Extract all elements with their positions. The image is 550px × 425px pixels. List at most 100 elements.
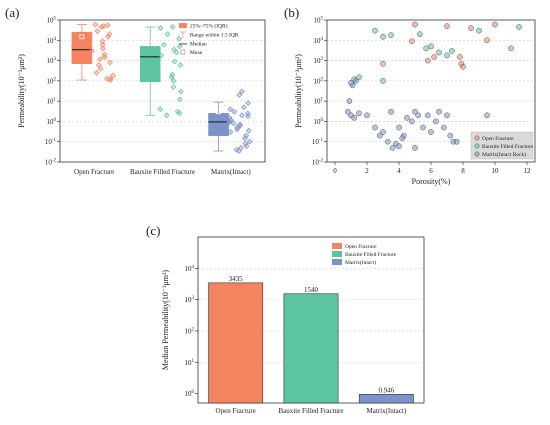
data-point (428, 43, 434, 50)
data-point (92, 21, 99, 28)
data-point (176, 110, 183, 117)
data-point (169, 71, 176, 78)
legend-swatch (474, 135, 480, 141)
legend-label: Matrix(Intact Rock) (482, 151, 526, 158)
data-point (99, 45, 106, 52)
panel-a: (a) 10-2 10-1 100 101 102 103 104 105 Permeabilit… (5, 5, 266, 176)
data-point (399, 135, 406, 141)
data-point (372, 27, 378, 34)
data-point (356, 74, 362, 81)
data-point (412, 21, 418, 28)
data-point (240, 104, 247, 111)
y-tick-label: 105 (47, 17, 57, 25)
legend-swatch (180, 49, 186, 55)
data-point (404, 115, 410, 121)
data-point (372, 124, 378, 131)
legend-swatch (332, 251, 342, 257)
y-tick-label: 100 (314, 118, 324, 126)
data-point (104, 22, 111, 29)
data-point (245, 113, 252, 120)
data-point (440, 124, 447, 131)
data-point (99, 38, 106, 45)
data-point (110, 72, 116, 79)
data-point (508, 45, 514, 52)
data-point (408, 38, 415, 45)
data-point (380, 60, 386, 67)
mean-marker (216, 109, 221, 115)
panel-c: (c) 100 101 102 103 104 Median Permeability(10… (146, 223, 425, 415)
panel-label-b: (b) (284, 5, 299, 20)
data-point (444, 112, 450, 119)
x-tick-label: 0 (333, 167, 337, 175)
panel-label-a: (a) (5, 5, 19, 20)
legend-label: 25%~75% (IQR) (190, 23, 228, 30)
data-point (423, 45, 430, 52)
x-tick-label: 10 (492, 167, 500, 175)
data-point (173, 49, 180, 56)
data-point (157, 25, 164, 31)
data-point (230, 120, 237, 127)
legend-box (470, 131, 534, 160)
data-point (176, 35, 182, 42)
y-tick-label: 101 (314, 98, 324, 106)
data-point (107, 59, 113, 66)
data-point (436, 108, 442, 115)
mean-marker (79, 34, 85, 40)
bar (208, 282, 264, 404)
legend-label: Open Fracture (345, 244, 377, 250)
legend-label: Median (190, 42, 207, 48)
y-tick-label: 103 (47, 57, 57, 65)
y-tick-label: 104 (47, 37, 57, 45)
data-point (106, 31, 113, 38)
data-point (234, 126, 240, 133)
x-tick-label: Matrix(Intact) (211, 168, 251, 176)
data-point (424, 57, 431, 64)
x-tick-label: 2 (365, 167, 369, 175)
data-point (380, 129, 386, 135)
data-point (344, 108, 351, 115)
bar (283, 293, 339, 404)
data-point (94, 28, 101, 35)
y-tick-label: 103 (314, 57, 324, 65)
data-point (176, 43, 183, 50)
y-tick-label: 10-2 (312, 159, 324, 167)
data-point (105, 33, 111, 40)
data-point (171, 58, 178, 65)
legend-swatch (178, 23, 187, 28)
data-point (168, 74, 175, 81)
data-point (352, 78, 359, 84)
y-tick-label: 101 (47, 98, 57, 106)
x-tick-label: Open Fracture (74, 168, 114, 176)
data-point (380, 78, 386, 84)
y-tick-label: 102 (185, 327, 195, 335)
y-tick-label: 104 (314, 37, 324, 45)
data-point (444, 23, 450, 29)
data-point (415, 112, 422, 119)
data-point (420, 124, 426, 131)
data-point (97, 56, 104, 62)
data-point (236, 148, 242, 154)
legend-swatch (474, 151, 480, 157)
mean-marker (147, 41, 153, 46)
legend-label: Mean (190, 50, 203, 56)
data-point (237, 121, 243, 128)
legend-swatch (474, 143, 480, 149)
data-point (177, 88, 184, 95)
y-tick-label: 101 (185, 359, 195, 367)
iqr-box (208, 113, 229, 136)
data-point (245, 100, 251, 107)
data-point (171, 46, 177, 53)
plot-frame (59, 19, 266, 163)
data-point (107, 77, 114, 83)
data-point (242, 140, 249, 147)
data-point (231, 108, 238, 115)
bar-value-label: 1540 (304, 286, 319, 294)
data-point (389, 144, 396, 151)
data-point (384, 138, 391, 145)
data-point (99, 41, 106, 48)
data-point (88, 47, 95, 54)
legend-label: Matrix(Intact) (345, 259, 376, 266)
data-point (431, 54, 438, 60)
y-axis-title: Median Permeability(10⁻³μm²) (161, 270, 170, 371)
